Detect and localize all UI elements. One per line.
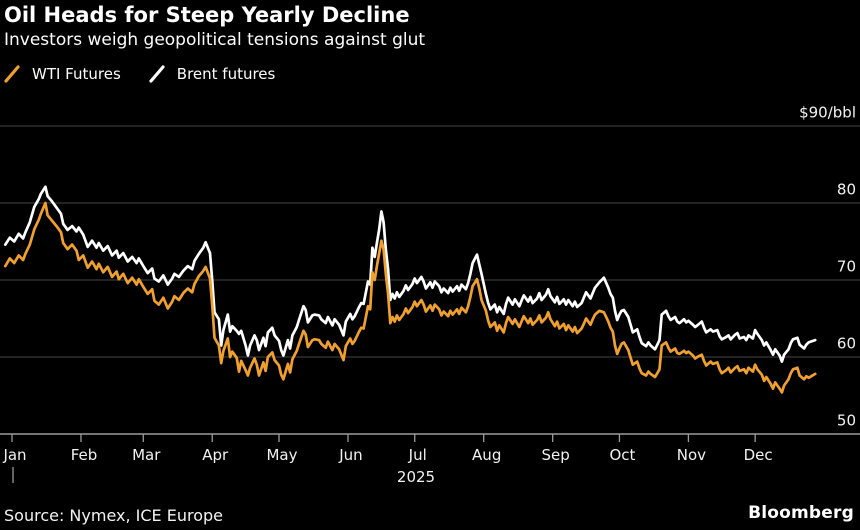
legend-label-wti: WTI Futures: [32, 65, 121, 84]
legend-label-brent: Brent futures: [176, 65, 276, 84]
month-label: Mar: [132, 446, 161, 464]
chart-subtitle: Investors weigh geopolitical tensions ag…: [4, 30, 426, 51]
y-axis: $90/bbl 80 70 60 50: [0, 104, 860, 435]
chart-header: Oil Heads for Steep Yearly Decline Inves…: [4, 2, 425, 83]
legend-item-wti: WTI Futures: [4, 65, 121, 83]
year-label: 2025: [397, 468, 435, 486]
month-label: Jan: [2, 446, 26, 464]
legend-item-brent: Brent futures: [149, 65, 276, 84]
month-label: Dec: [744, 446, 773, 464]
x-axis-ticks: Jan Feb Mar Apr May Jun Jul Aug Sep Oct Nov Dec 2025: [2, 434, 773, 486]
month-label: Nov: [677, 446, 706, 464]
y-tick-label: 80: [837, 181, 856, 199]
y-tick-label: $90/bbl: [799, 104, 856, 122]
month-label: Aug: [472, 446, 501, 464]
month-label: Oct: [609, 446, 635, 464]
series-line-wti-futures: [3, 201, 817, 394]
brent-slash-icon: [149, 65, 165, 83]
source-note: Source: Nymex, ICE Europe: [4, 506, 224, 525]
month-label: Apr: [202, 446, 229, 464]
wti-slash-icon: [4, 65, 20, 83]
month-label: May: [266, 446, 297, 464]
month-label: Jul: [408, 446, 427, 464]
month-label: Sep: [542, 446, 570, 464]
y-tick-label: 60: [837, 335, 856, 353]
y-tick-label: 70: [837, 258, 856, 276]
bloomberg-logo: Bloomberg: [748, 503, 854, 523]
chart-title: Oil Heads for Steep Yearly Decline: [4, 3, 410, 27]
y-tick-label: 50: [837, 412, 856, 430]
legend: WTI Futures Brent futures: [4, 65, 425, 83]
series-line-brent-futures: [3, 185, 817, 363]
month-label: Jun: [338, 446, 362, 464]
month-label: Feb: [71, 446, 98, 464]
